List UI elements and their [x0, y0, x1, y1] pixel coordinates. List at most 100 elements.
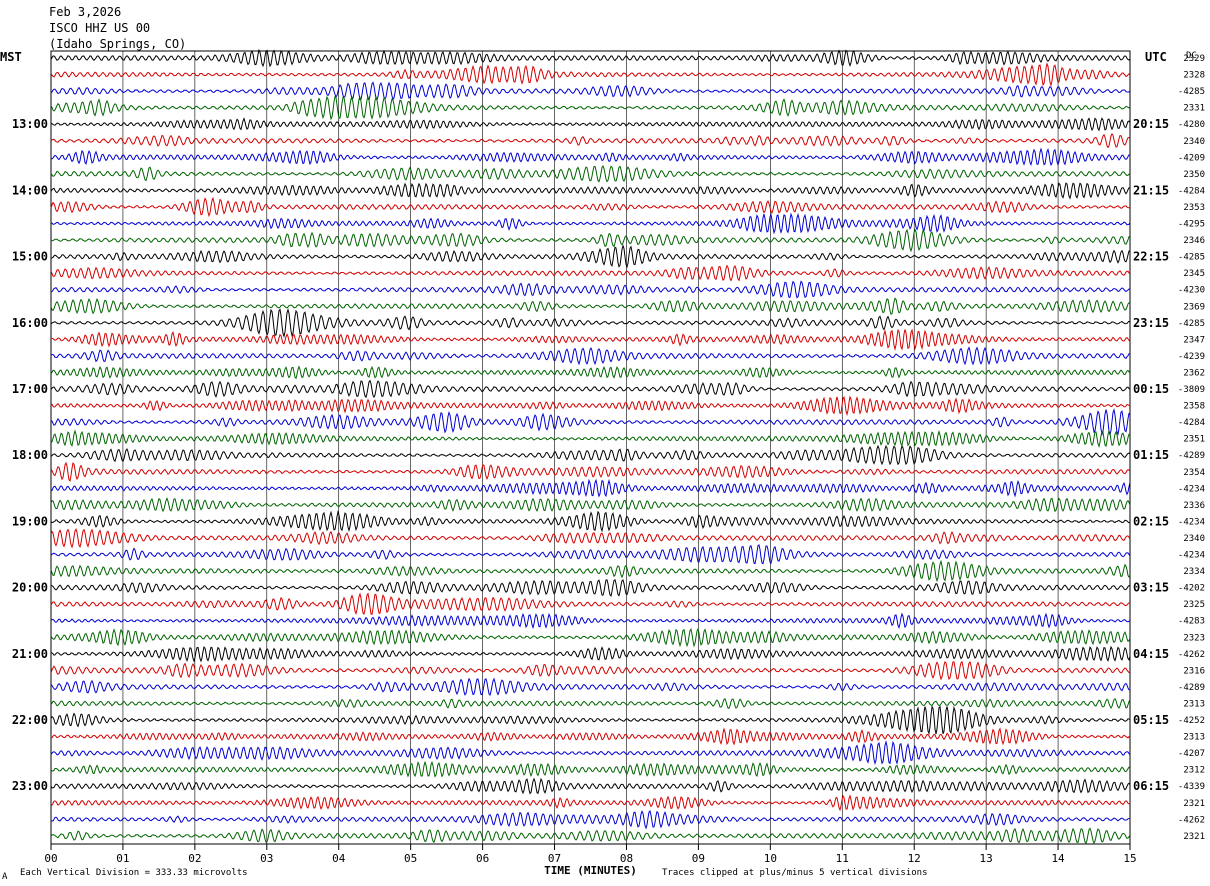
utc-hour-label: 20:15 [1133, 117, 1169, 131]
seismic-trace [50, 346, 1131, 366]
seismic-trace [50, 497, 1131, 513]
dc-offset-value: -4285 [1178, 87, 1205, 97]
dc-offset-value: -4252 [1178, 716, 1205, 726]
seismic-trace [50, 794, 1131, 812]
seismic-trace [50, 705, 1131, 736]
plot-header: Feb 3,2026 ISCO HHZ US 00 (Idaho Springs… [49, 4, 186, 52]
seismic-trace [50, 544, 1131, 565]
seismic-trace [50, 461, 1131, 482]
seismic-trace [50, 307, 1131, 339]
station-location: (Idaho Springs, CO) [49, 37, 187, 51]
dc-offset-value: 2351 [1183, 435, 1205, 445]
dc-offset-value: 2340 [1183, 137, 1205, 147]
dc-offset-value: -4284 [1178, 186, 1205, 196]
dc-offset-value: 2321 [1183, 799, 1205, 809]
seismic-trace [50, 760, 1131, 778]
dc-offset-value: 2313 [1183, 733, 1205, 743]
mst-hour-label: 15:00 [12, 250, 48, 264]
mst-hour-label: 23:00 [12, 779, 48, 793]
dc-offset-value: -4202 [1178, 584, 1205, 594]
dc-offset-value: -4280 [1178, 120, 1205, 130]
dc-offset-value: 2316 [1183, 666, 1205, 676]
seismic-trace [50, 379, 1131, 399]
mst-hour-label: 20:00 [12, 581, 48, 595]
seismic-trace [50, 132, 1131, 149]
dc-offset-value: 2331 [1183, 104, 1205, 114]
dc-offset-value: -4209 [1178, 153, 1205, 163]
seismic-trace [50, 777, 1131, 795]
seismic-trace [50, 297, 1131, 315]
dc-offset-value: 2358 [1183, 402, 1205, 412]
mst-hour-label: 18:00 [12, 448, 48, 462]
dc-offset-value: -3809 [1178, 385, 1205, 395]
dc-offset-value: 2323 [1183, 633, 1205, 643]
utc-hour-label: 03:15 [1133, 581, 1169, 595]
dc-offset-value: 2354 [1183, 468, 1205, 478]
x-tick-label: 01 [116, 852, 129, 865]
seismic-trace [50, 528, 1131, 549]
seismic-trace [50, 264, 1131, 282]
utc-hour-label: 01:15 [1133, 448, 1169, 462]
seismic-trace [50, 95, 1131, 121]
dc-offset-value: 2328 [1183, 71, 1205, 81]
x-tick-label: 03 [260, 852, 273, 865]
seismic-trace [50, 365, 1131, 380]
x-tick-label: 12 [908, 852, 921, 865]
seismic-trace [50, 660, 1131, 681]
seismic-trace [50, 612, 1131, 630]
dc-offset-value: 2340 [1183, 534, 1205, 544]
x-tick-label: 11 [836, 852, 849, 865]
dc-offset-value: 2346 [1183, 236, 1205, 246]
mst-hour-label: 19:00 [12, 514, 48, 528]
x-tick-label: 04 [332, 852, 346, 865]
dc-offset-value: -4234 [1178, 517, 1205, 527]
dc-offset-value: 2334 [1183, 567, 1205, 577]
utc-hour-label: 02:15 [1133, 514, 1169, 528]
seismic-trace [50, 698, 1131, 709]
clip-note: Traces clipped at plus/minus 5 vertical … [662, 868, 928, 878]
seismic-trace [50, 429, 1131, 448]
dc-offset-value: -4239 [1178, 352, 1205, 362]
seismic-trace [50, 739, 1131, 766]
dc-offset-value: 2329 [1183, 54, 1205, 64]
seismic-trace [50, 164, 1131, 183]
x-tick-label: 06 [476, 852, 489, 865]
seismic-trace [50, 328, 1131, 352]
x-tick-label: 14 [1051, 852, 1065, 865]
seismic-trace [50, 244, 1131, 269]
seismic-trace [50, 677, 1131, 697]
mst-hour-label: 16:00 [12, 316, 48, 330]
seismic-trace [50, 48, 1131, 68]
seismic-trace [50, 147, 1131, 167]
dc-offset-value: -4207 [1178, 749, 1205, 759]
dc-offset-value: -4283 [1178, 617, 1205, 627]
mst-hour-label: 21:00 [12, 647, 48, 661]
seismic-trace [50, 182, 1131, 200]
x-tick-label: 09 [692, 852, 705, 865]
dc-offset-value: -4234 [1178, 484, 1205, 494]
utc-hour-label: 23:15 [1133, 316, 1169, 330]
seismic-trace [50, 196, 1131, 218]
dc-offset-value: -4285 [1178, 253, 1205, 263]
seismic-trace [50, 478, 1131, 498]
x-tick-label: 13 [980, 852, 993, 865]
seismic-trace [50, 395, 1131, 417]
scale-note: Each Vertical Division = 333.33 microvol… [20, 868, 248, 878]
seismic-trace [50, 510, 1131, 533]
x-tick-label: 02 [188, 852, 201, 865]
seismic-trace [50, 81, 1131, 102]
dc-offset-value: -4289 [1178, 451, 1205, 461]
dc-offset-value: 2362 [1183, 368, 1205, 378]
dc-header: DC [1186, 51, 1197, 61]
seismic-trace [50, 627, 1131, 648]
x-tick-label: 07 [548, 852, 561, 865]
utc-hour-label: 00:15 [1133, 382, 1169, 396]
dc-offset-value: 2345 [1183, 269, 1205, 279]
dc-offset-value: -4262 [1178, 815, 1205, 825]
seismic-trace [50, 578, 1131, 598]
dc-offset-value: 2336 [1183, 501, 1205, 511]
dc-offset-value: -4234 [1178, 551, 1205, 561]
x-tick-label: 15 [1123, 852, 1136, 865]
seismic-trace [50, 407, 1131, 436]
dc-offset-value: -4339 [1178, 782, 1205, 792]
